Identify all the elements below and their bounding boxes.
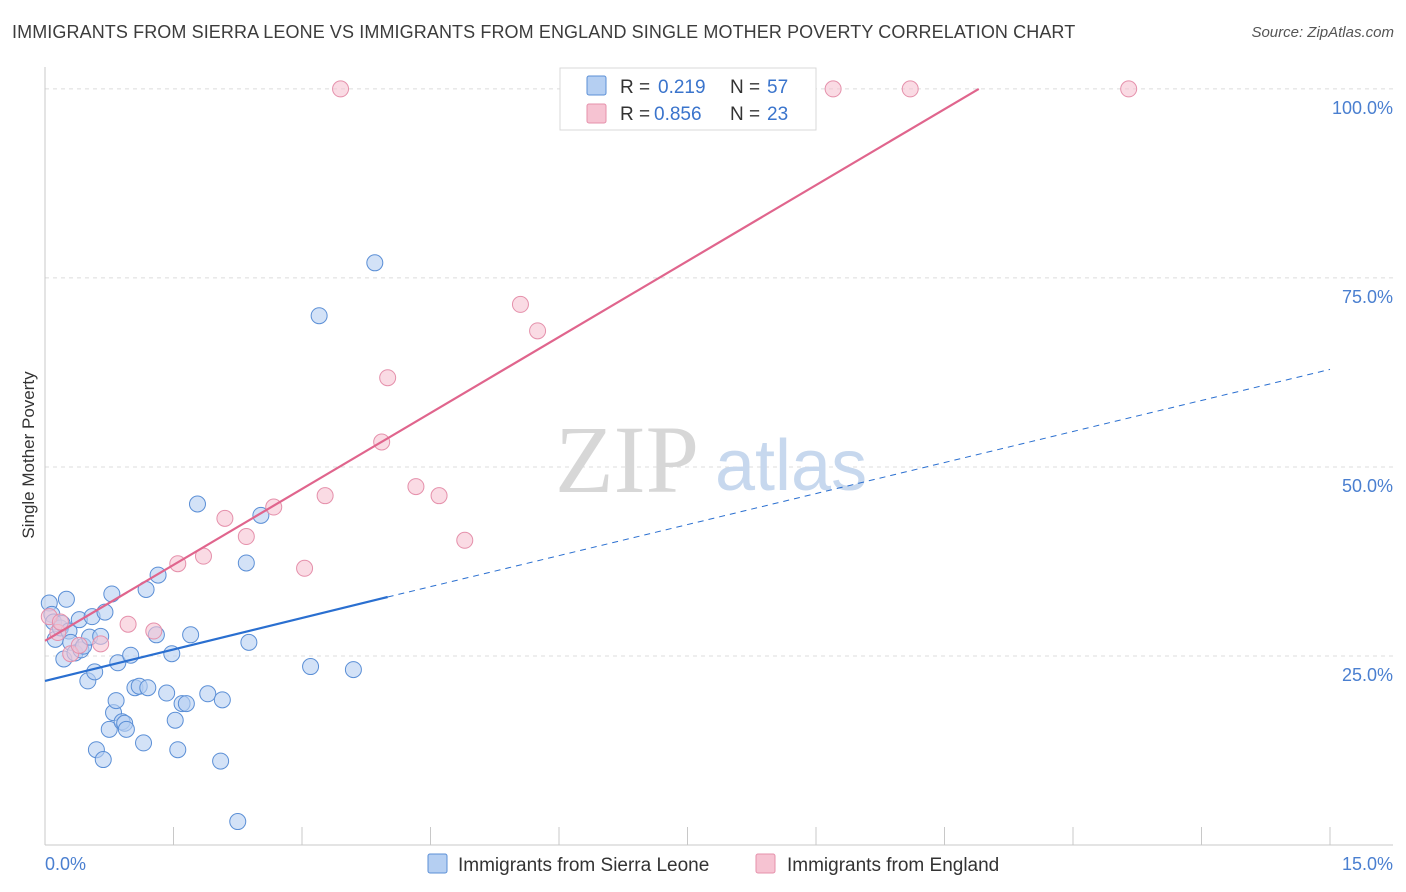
legend-n-label-2: N = [730, 104, 760, 125]
point-england-7 [145, 622, 163, 640]
point-england-2 [51, 613, 69, 631]
y-tick-label-0: 25.0% [1342, 665, 1393, 685]
point-england-13 [296, 559, 314, 577]
point-sierra-leone-50 [237, 554, 255, 572]
legend-r-label-1: R = [620, 77, 650, 98]
point-sierra-leone-20 [94, 751, 112, 769]
point-england-18 [407, 478, 425, 496]
point-sierra-leone-44 [182, 626, 200, 644]
tick-labels: 25.0% 50.0% 75.0% 100.0% 0.0% 15.0% [45, 98, 1393, 874]
point-sierra-leone-56 [310, 307, 328, 325]
point-england-11 [237, 528, 255, 546]
series-legend-swatch-sierra-leone [427, 853, 448, 874]
y-tick-label-3: 100.0% [1332, 98, 1393, 118]
point-sierra-leone-48 [213, 691, 231, 709]
point-sierra-leone-49 [229, 813, 247, 831]
point-england-15 [332, 80, 350, 98]
series-legend-swatch-england [755, 853, 776, 874]
point-sierra-leone-43 [177, 695, 195, 713]
source-label: Source: ZipAtlas.com [1251, 24, 1394, 41]
legend-swatch-sierra-leone [586, 75, 607, 96]
point-sierra-leone-40 [166, 711, 184, 729]
point-england-24 [901, 80, 919, 98]
trend-line-england [44, 87, 980, 642]
series-legend-label-england: Immigrants from England [787, 855, 999, 876]
series-legend-label-sierra-leone: Immigrants from Sierra Leone [458, 855, 709, 876]
point-england-5 [92, 635, 110, 653]
legend-n-label-1: N = [730, 77, 760, 98]
legend-swatch-england [586, 103, 607, 124]
point-england-19 [430, 487, 448, 505]
x-tick-label-min: 0.0% [45, 854, 86, 874]
point-england-23 [824, 80, 842, 98]
point-england-22 [529, 322, 547, 340]
point-sierra-leone-41 [169, 741, 187, 759]
trend-line-sierra-leone [44, 595, 388, 682]
point-sierra-leone-25 [107, 692, 125, 710]
point-england-14 [316, 487, 334, 505]
legend-n-value-2: 23 [767, 104, 788, 125]
axes [44, 67, 1393, 846]
point-sierra-leone-46 [199, 685, 217, 703]
point-england-25 [1120, 80, 1138, 98]
watermark-zip: ZIP [555, 406, 699, 513]
point-sierra-leone-29 [117, 720, 135, 738]
point-england-21 [511, 295, 529, 313]
point-sierra-leone-23 [103, 585, 121, 603]
correlation-legend: R = 0.219 N = 57 R = 0.856 N = 23 [559, 67, 817, 131]
series-legend: Immigrants from Sierra Leone Immigrants … [427, 853, 999, 876]
point-sierra-leone-51 [240, 633, 258, 651]
point-england-17 [379, 369, 397, 387]
point-sierra-leone-45 [188, 495, 206, 513]
y-tick-label-1: 50.0% [1342, 476, 1393, 496]
watermark-atlas: atlas [715, 426, 867, 506]
legend-r-label-2: R = [620, 104, 650, 125]
point-england-10 [216, 509, 234, 527]
legend-n-value-1: 57 [767, 77, 788, 98]
point-sierra-leone-35 [139, 679, 157, 697]
trend-line-extension-sierra-leone [387, 368, 1331, 598]
legend-r-value-2: 0.856 [654, 104, 702, 125]
point-sierra-leone-54 [344, 661, 362, 679]
point-sierra-leone-55 [366, 254, 384, 272]
grid-lines [45, 88, 1393, 657]
point-sierra-leone-47 [212, 752, 230, 770]
point-sierra-leone-7 [57, 590, 75, 608]
x-tick-label-max: 15.0% [1342, 854, 1393, 874]
y-axis-label: Single Mother Poverty [19, 371, 38, 539]
legend-r-value-1: 0.219 [658, 77, 706, 98]
point-sierra-leone-38 [158, 684, 176, 702]
y-tick-label-2: 75.0% [1342, 287, 1393, 307]
data-points [40, 80, 1138, 831]
point-sierra-leone-53 [302, 658, 320, 676]
point-england-6 [119, 615, 137, 633]
point-sierra-leone-33 [135, 734, 153, 752]
trend-lines [44, 87, 1331, 682]
point-sierra-leone-22 [100, 720, 118, 738]
watermark: ZIP atlas [555, 406, 867, 513]
chart-title: IMMIGRANTS FROM SIERRA LEONE VS IMMIGRAN… [12, 22, 1076, 42]
point-england-20 [456, 531, 474, 549]
point-england-4 [70, 636, 88, 654]
